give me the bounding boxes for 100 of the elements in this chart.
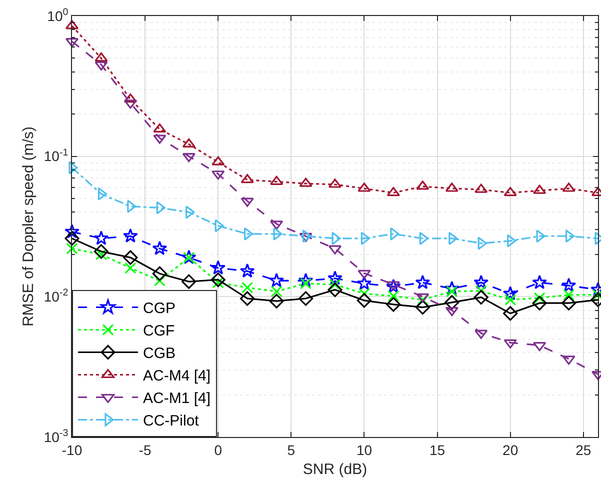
- point: [386, 297, 401, 312]
- x-tick-label: 10: [356, 442, 372, 458]
- x-axis-title: SNR (dB): [302, 460, 368, 478]
- y-tick-label: 10$^{-1}$: [44, 147, 68, 164]
- point: [124, 262, 136, 274]
- point: [388, 290, 400, 302]
- point: [358, 270, 371, 279]
- point: [507, 234, 516, 248]
- x-tick-label: 25: [576, 442, 592, 458]
- point: [532, 296, 547, 310]
- point: [332, 232, 341, 245]
- point: [446, 286, 458, 298]
- point: [504, 186, 517, 196]
- point: [66, 242, 78, 254]
- point: [444, 280, 460, 296]
- point: [153, 123, 166, 133]
- legend-label: CGB: [143, 345, 176, 362]
- point: [561, 296, 576, 310]
- point: [273, 227, 282, 240]
- point: [240, 263, 255, 278]
- point: [240, 174, 254, 184]
- point: [386, 186, 400, 196]
- point: [300, 278, 312, 290]
- point: [561, 278, 576, 292]
- point: [416, 180, 430, 190]
- point: [152, 240, 168, 256]
- point: [242, 282, 254, 294]
- point: [474, 290, 488, 305]
- point: [448, 232, 458, 245]
- point: [565, 230, 575, 243]
- point: [562, 289, 575, 301]
- point: [94, 244, 109, 259]
- point: [298, 291, 314, 306]
- point: [270, 286, 282, 298]
- legend-label: CC-Pilot: [143, 412, 200, 430]
- point: [474, 184, 488, 193]
- point: [299, 232, 312, 242]
- legend-label: AC-M1 [4]: [143, 390, 211, 408]
- point: [328, 282, 342, 298]
- point: [360, 232, 370, 245]
- point: [298, 272, 314, 288]
- point: [240, 291, 255, 306]
- point: [152, 266, 167, 281]
- point: [474, 330, 488, 339]
- point: [445, 306, 458, 316]
- point: [212, 156, 225, 166]
- point: [386, 278, 401, 294]
- point: [532, 274, 548, 290]
- legend-label: AC-M4 [4]: [143, 368, 211, 385]
- point: [124, 93, 138, 103]
- x-tick-label: 20: [502, 442, 518, 458]
- point: [98, 187, 108, 200]
- point: [562, 356, 576, 365]
- point: [478, 236, 487, 250]
- point: [269, 272, 284, 288]
- point: [94, 52, 108, 62]
- y-axis-title: RMSE of Doppler speed (m/s): [20, 126, 38, 327]
- point: [536, 230, 546, 243]
- point: [94, 230, 109, 245]
- point: [182, 274, 196, 289]
- point: [358, 182, 371, 192]
- point: [502, 286, 518, 300]
- legend-label: CGF: [143, 322, 175, 340]
- x-tick-label: -5: [138, 442, 152, 458]
- point: [356, 276, 372, 290]
- point: [68, 161, 78, 174]
- point: [562, 182, 576, 192]
- point: [503, 306, 518, 321]
- point: [328, 270, 342, 285]
- point: [210, 260, 226, 274]
- point: [356, 293, 372, 308]
- point: [269, 294, 284, 308]
- point: [390, 227, 400, 240]
- point: [64, 231, 80, 246]
- x-tick-label: 5: [287, 442, 296, 458]
- point: [182, 138, 196, 148]
- point: [156, 201, 166, 214]
- x-tick-label: 0: [214, 442, 222, 458]
- y-tick-label: 10$^{-2}$: [44, 288, 68, 305]
- point: [444, 295, 460, 310]
- point: [214, 219, 224, 232]
- x-tick-label: 15: [429, 442, 446, 458]
- point: [127, 200, 136, 213]
- point: [504, 294, 516, 306]
- legend-label: CGP: [143, 300, 176, 318]
- point: [416, 293, 430, 302]
- point: [154, 274, 166, 286]
- point: [419, 232, 428, 245]
- point: [299, 178, 312, 187]
- point: [504, 339, 517, 348]
- point: [302, 230, 312, 243]
- point: [445, 182, 458, 192]
- point: [186, 206, 195, 219]
- point: [122, 228, 138, 243]
- point: [415, 274, 430, 290]
- point: [358, 288, 370, 300]
- point: [415, 300, 430, 315]
- point: [64, 224, 80, 238]
- point: [474, 274, 489, 290]
- point: [244, 227, 254, 240]
